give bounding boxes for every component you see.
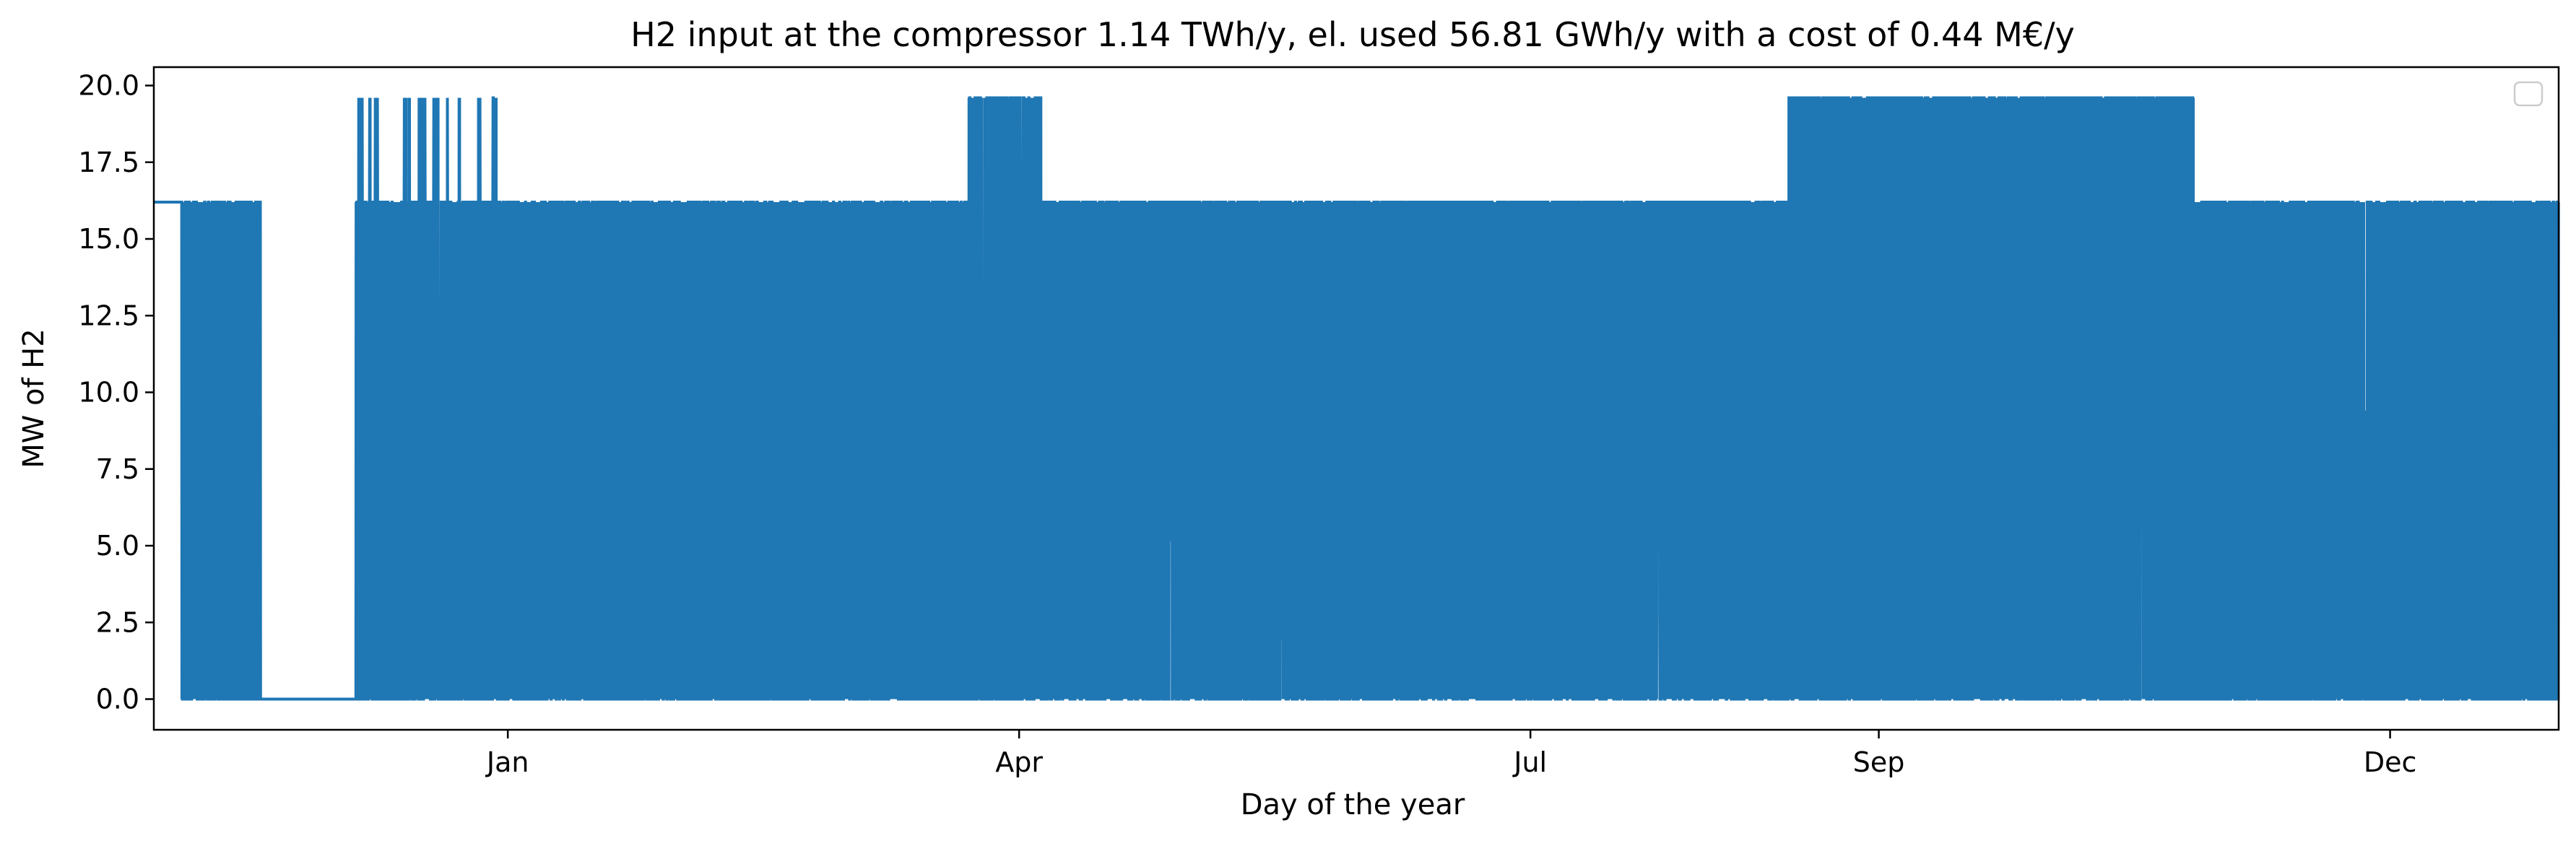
y-tick-label: 0.0 (96, 684, 139, 715)
y-axis: 0.0 2.5 5.0 7.5 10.0 12.5 15.0 17.5 20.0 (78, 70, 154, 715)
x-axis: Jan Apr Jul Sep Dec (485, 730, 2416, 778)
x-tick-label: Jan (485, 746, 529, 778)
x-tick-label: Jul (1512, 746, 1547, 778)
y-tick-label: 2.5 (96, 606, 139, 638)
y-tick-label: 20.0 (78, 70, 139, 102)
plot-frame (152, 66, 2560, 731)
legend (2513, 81, 2544, 107)
series-line (154, 96, 2560, 701)
y-tick-label: 7.5 (96, 453, 139, 485)
x-tick-label: Sep (1853, 746, 1905, 778)
plot-area (154, 96, 2560, 701)
x-tick-label: Dec (2364, 746, 2417, 778)
x-axis-label: Day of the year (1241, 788, 1465, 821)
y-tick-label: 15.0 (78, 223, 139, 255)
chart-title: H2 input at the compressor 1.14 TWh/y, e… (630, 15, 2075, 54)
y-tick-label: 5.0 (96, 530, 139, 562)
y-tick-label: 17.5 (78, 147, 139, 178)
y-tick-label: 10.0 (78, 377, 139, 409)
legend-box (2513, 81, 2544, 107)
y-axis-label: MW of H2 (17, 328, 51, 468)
y-tick-label: 12.5 (78, 300, 139, 331)
x-tick-label: Apr (995, 746, 1043, 778)
